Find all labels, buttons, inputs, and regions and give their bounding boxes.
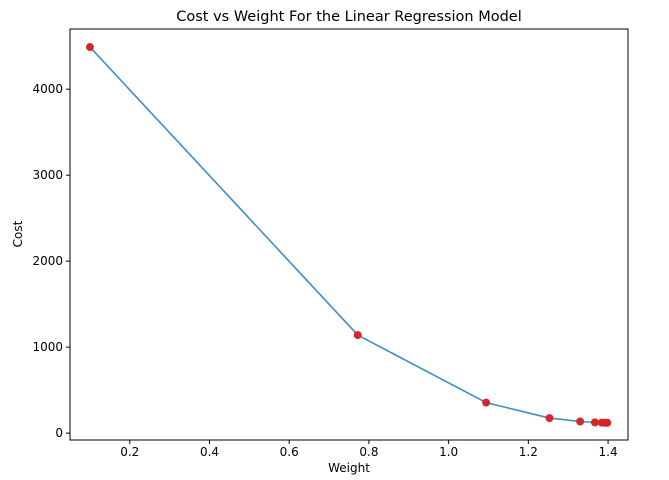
data-point	[353, 331, 362, 340]
data-point	[590, 418, 599, 427]
x-tick-label: 1.2	[519, 445, 538, 459]
x-tick-label: 0.4	[200, 445, 219, 459]
chart-title: Cost vs Weight For the Linear Regression…	[176, 9, 522, 25]
plot-frame	[69, 28, 629, 441]
series-layer	[85, 43, 612, 427]
data-point	[482, 398, 491, 407]
y-tick-label: 1000	[32, 340, 63, 354]
x-tick-label: 0.6	[280, 445, 299, 459]
y-axis-label: Cost	[11, 220, 25, 247]
y-tick-label: 4000	[32, 82, 63, 96]
y-axis: 0 1000 2000 3000 4000	[32, 82, 70, 440]
x-tick-label: 1.0	[439, 445, 458, 459]
data-point	[576, 417, 585, 426]
x-tick-label: 0.2	[120, 445, 139, 459]
x-axis: 0.2 0.4 0.6 0.8 1.0 1.2 1.4	[120, 440, 618, 459]
x-axis-label: Weight	[328, 461, 370, 475]
y-tick-label: 0	[55, 426, 63, 440]
data-point	[545, 414, 554, 423]
data-point	[603, 418, 612, 427]
data-point	[85, 43, 94, 52]
x-tick-label: 1.4	[599, 445, 618, 459]
y-tick-label: 3000	[32, 168, 63, 182]
x-tick-label: 0.8	[359, 445, 378, 459]
y-tick-label: 2000	[32, 254, 63, 268]
series-line-cost	[89, 46, 608, 424]
